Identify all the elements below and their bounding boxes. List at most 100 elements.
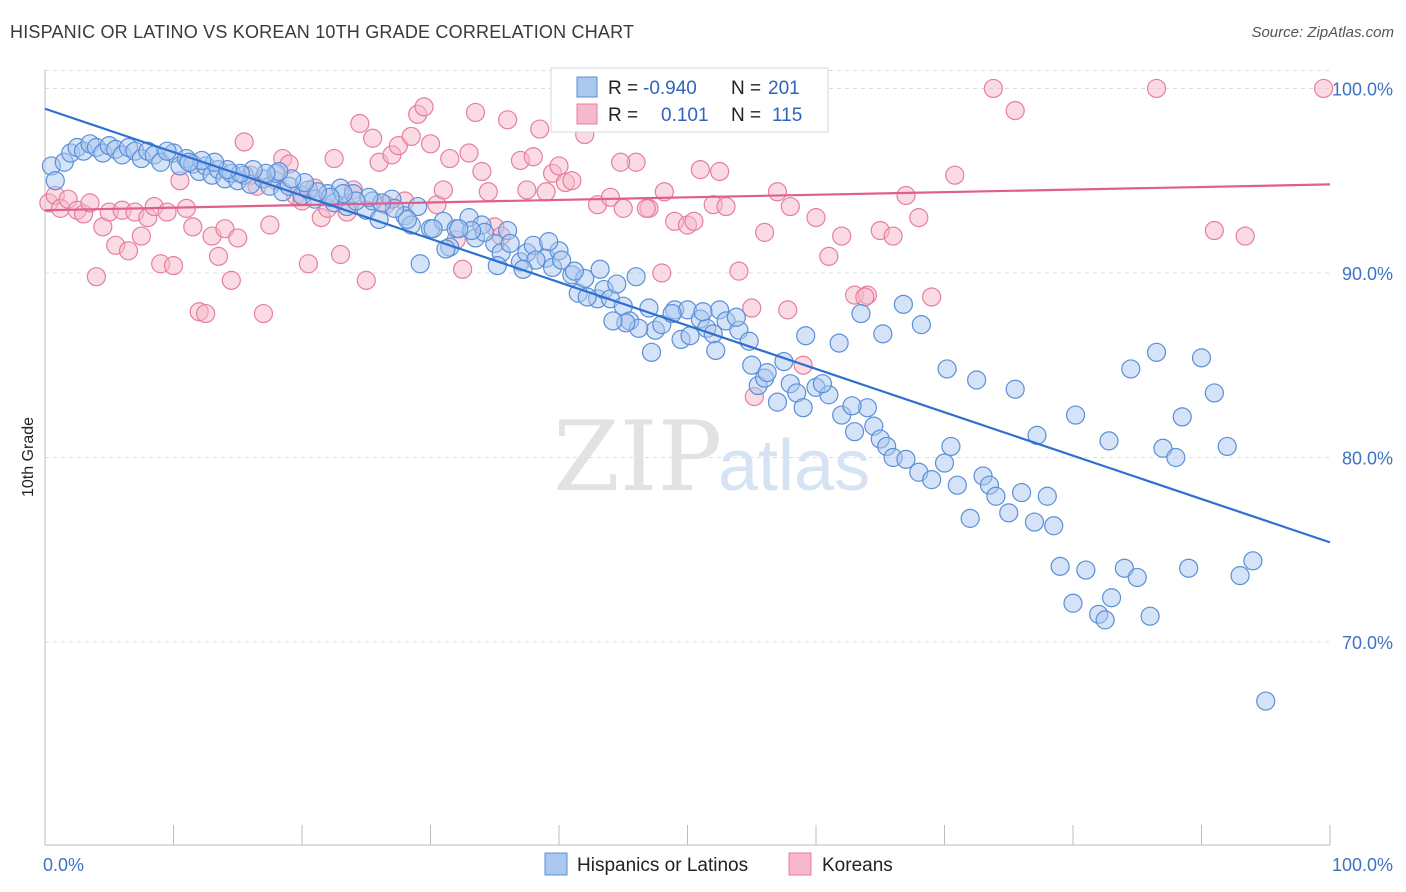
trend-line-koreans bbox=[44, 183, 1331, 212]
y-tick-labels: 70.0% 80.0% 90.0% 100.0% bbox=[1332, 79, 1393, 653]
koreans-point-96 bbox=[754, 222, 775, 242]
hispanics-point-109 bbox=[947, 475, 967, 495]
hispanics-point-136 bbox=[1256, 691, 1276, 711]
hispanics-point-198 bbox=[157, 141, 177, 161]
koreans-point-40 bbox=[298, 254, 319, 274]
koreans-point-113 bbox=[983, 78, 1003, 99]
koreans-point-112 bbox=[855, 287, 875, 307]
koreans-point-73 bbox=[517, 180, 537, 200]
hispanics-point-146 bbox=[911, 315, 931, 335]
hispanics-point-180 bbox=[397, 209, 417, 230]
koreans-point-7 bbox=[86, 267, 107, 287]
x-tick-label-min: 0.0% bbox=[43, 855, 84, 875]
watermark-zip: ZIP bbox=[553, 401, 722, 513]
koreans-point-62 bbox=[440, 148, 460, 169]
hispanics-point-107 bbox=[934, 453, 955, 473]
hispanics-point-113 bbox=[986, 486, 1006, 506]
koreans-point-44 bbox=[324, 148, 344, 169]
hispanics-point-118 bbox=[1044, 516, 1064, 536]
watermark-atlas: atlas bbox=[718, 426, 870, 506]
legend-bottom-label-koreans: Koreans bbox=[822, 855, 893, 876]
hispanics-point-114 bbox=[999, 503, 1019, 523]
legend-n-label-1: N = bbox=[731, 78, 761, 99]
koreans-point-34 bbox=[260, 215, 280, 235]
koreans-point-61 bbox=[433, 180, 453, 200]
legend-n-label-2: N = bbox=[731, 105, 761, 126]
koreans-point-91 bbox=[690, 160, 710, 180]
koreans-point-98 bbox=[780, 196, 800, 217]
hispanics-point-147 bbox=[893, 294, 913, 314]
koreans-point-117 bbox=[654, 182, 674, 202]
hispanics-point-150 bbox=[829, 333, 849, 353]
koreans-point-80 bbox=[562, 171, 582, 191]
hispanics-point-137 bbox=[1172, 407, 1192, 427]
koreans-point-111 bbox=[778, 300, 798, 320]
koreans-point-65 bbox=[459, 143, 479, 163]
source-label: Source: ZipAtlas.com bbox=[1251, 24, 1394, 41]
hispanics-point-115 bbox=[1011, 482, 1032, 503]
hispanics-point-117 bbox=[1037, 486, 1057, 506]
y-tick-label-70: 70.0% bbox=[1342, 633, 1393, 653]
koreans-point-50 bbox=[363, 128, 383, 148]
koreans-point-93 bbox=[716, 196, 736, 217]
hispanics-point-134 bbox=[1230, 565, 1250, 586]
hispanics-point-164 bbox=[603, 311, 623, 331]
koreans-point-120 bbox=[1313, 78, 1334, 99]
koreans-point-107 bbox=[896, 185, 916, 206]
hispanics-point-151 bbox=[812, 374, 833, 394]
chart-title: HISPANIC OR LATINO VS KOREAN 10TH GRADE … bbox=[10, 22, 635, 42]
hispanics-point-149 bbox=[851, 303, 871, 324]
koreans-point-85 bbox=[613, 198, 633, 218]
hispanics-point-133 bbox=[1217, 436, 1237, 457]
hispanics-point-200 bbox=[842, 396, 862, 416]
legend-bottom-swatch-hispanics bbox=[544, 852, 568, 876]
hispanics-point-145 bbox=[937, 359, 957, 379]
hispanics-point-106 bbox=[922, 470, 942, 490]
koreans-point-106 bbox=[883, 226, 903, 246]
koreans-point-88 bbox=[652, 263, 672, 283]
legend-r-value-1: -0.940 bbox=[643, 78, 697, 99]
hispanics-point-157 bbox=[706, 340, 726, 361]
hispanics-point-94 bbox=[793, 398, 813, 418]
hispanics-point-156 bbox=[726, 307, 746, 327]
hispanics-point-179 bbox=[410, 254, 430, 274]
hispanics-point-154 bbox=[757, 363, 777, 383]
koreans-point-22 bbox=[183, 217, 203, 237]
hispanics-point-132 bbox=[1204, 383, 1224, 403]
koreans-point-30 bbox=[234, 132, 254, 152]
koreans-point-18 bbox=[157, 202, 177, 222]
legend-bottom: Hispanics or Latinos Koreans bbox=[544, 852, 893, 876]
hispanics-point-124 bbox=[1101, 588, 1122, 608]
koreans-point-49 bbox=[356, 270, 376, 290]
y-tick-label-90: 90.0% bbox=[1342, 264, 1393, 284]
hispanics-point-127 bbox=[1140, 606, 1160, 626]
koreans-point-67 bbox=[472, 161, 492, 182]
legend-n-value-2: 115 bbox=[772, 105, 802, 126]
hispanics-point-158 bbox=[693, 302, 713, 322]
legend-n-value-1: 201 bbox=[768, 78, 800, 99]
koreans-point-100 bbox=[806, 208, 826, 228]
koreans-point-28 bbox=[221, 270, 241, 290]
hispanics-point-110 bbox=[960, 508, 980, 528]
koreans-point-56 bbox=[401, 126, 421, 147]
hispanics-point-161 bbox=[641, 342, 662, 362]
koreans-point-64 bbox=[453, 259, 473, 279]
koreans-point-124 bbox=[945, 165, 965, 185]
koreans-point-75 bbox=[530, 119, 550, 139]
hispanics-point-120 bbox=[1063, 593, 1083, 613]
hispanics-point-135 bbox=[1243, 551, 1263, 571]
koreans-point-121 bbox=[1146, 78, 1167, 99]
koreans-point-119 bbox=[710, 161, 730, 182]
koreans-point-6 bbox=[80, 193, 100, 213]
legend-bottom-label-hispanics: Hispanics or Latinos bbox=[577, 855, 748, 876]
hispanics-point-123 bbox=[1095, 610, 1115, 630]
koreans-point-102 bbox=[832, 226, 852, 246]
koreans-point-114 bbox=[1005, 100, 1025, 121]
koreans-point-109 bbox=[922, 287, 942, 307]
hispanics-point-119 bbox=[1050, 556, 1070, 576]
koreans-point-84 bbox=[600, 187, 621, 207]
koreans-point-59 bbox=[420, 134, 441, 154]
legend-swatch-koreans bbox=[576, 103, 598, 125]
watermark: ZIP atlas bbox=[553, 401, 870, 513]
hispanics-point-108 bbox=[941, 436, 961, 457]
